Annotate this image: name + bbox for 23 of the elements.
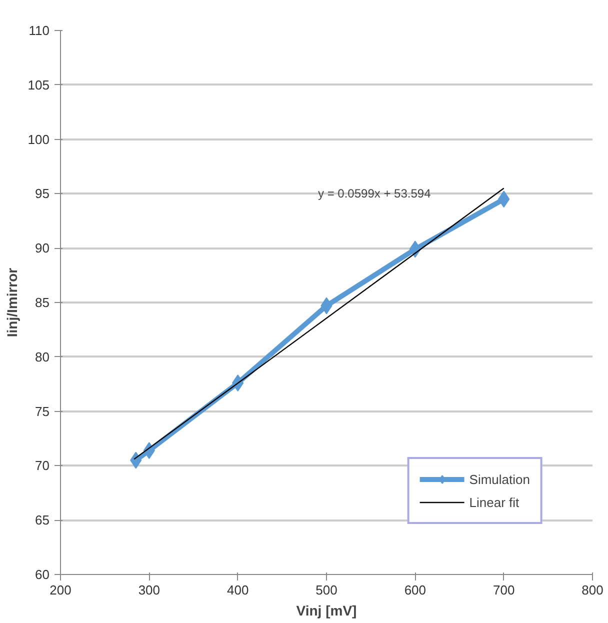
x-tick-label: 800 xyxy=(582,582,604,598)
annotation: y = 0.0599x + 53.594 xyxy=(318,186,432,201)
y-tick-label: 75 xyxy=(35,404,50,419)
y-tick-label: 90 xyxy=(35,240,50,256)
y-tick-label: 95 xyxy=(35,186,50,202)
y-tick-label: 85 xyxy=(35,295,50,310)
legend-label: Linear fit xyxy=(469,494,520,510)
y-axis-title: Iinj/Imirror xyxy=(4,267,20,338)
y-tick-label: 105 xyxy=(28,77,50,92)
y-tick-label: 65 xyxy=(35,512,50,528)
x-axis-title: Vinj [mV] xyxy=(296,602,357,618)
y-tick-label: 70 xyxy=(35,458,50,474)
x-tick-label: 200 xyxy=(50,582,72,598)
y-tick-label: 80 xyxy=(35,349,50,364)
legend-label: Simulation xyxy=(469,472,530,486)
y-tick-label: 100 xyxy=(28,132,50,147)
x-tick-label: 600 xyxy=(404,582,426,598)
x-tick-label: 500 xyxy=(316,582,338,598)
x-tick-label: 400 xyxy=(226,582,249,598)
y-tick-label: 110 xyxy=(28,23,50,38)
y-tick-label: 60 xyxy=(35,567,50,582)
x-tick-label: 700 xyxy=(492,582,515,598)
x-tick-label: 300 xyxy=(138,582,160,598)
